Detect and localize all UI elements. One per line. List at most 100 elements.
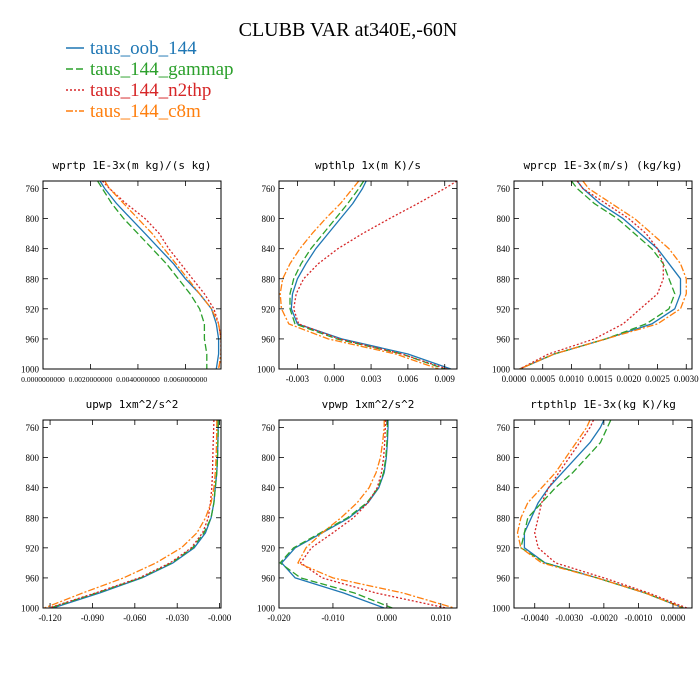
x-tick-label: -0.0030 [555,613,583,623]
series-line-taus_144_n2thp [299,420,447,608]
x-tick-label: 0.009 [435,374,456,384]
y-tick-label: 920 [26,543,40,553]
legend-label: taus_144_n2thp [90,80,211,101]
x-tick-label: -0.010 [321,613,345,623]
y-tick-label: 960 [262,573,276,583]
x-tick-label: 0.000 [377,613,398,623]
plot-frame [513,180,693,370]
y-tick-label: 880 [262,513,276,523]
y-tick-label: 760 [26,423,40,433]
series-line-taus_144_gammap [49,420,219,608]
chart-panel: wprcp 1E-3x(m/s) (kg/kg) 760 800 840 880 920 9… [492,159,699,384]
y-tick-label: 960 [497,573,511,583]
y-tick-label: 840 [262,244,276,254]
series-line-taus_144_c8m [297,420,455,608]
series-group [516,420,688,608]
legend-entry: taus_oob_144 [66,38,197,59]
series-group [44,420,219,608]
panel-title: wpthlp 1x(m K)/s [315,159,421,172]
legend: taus_oob_144taus_144_gammaptaus_144_n2th… [66,38,234,122]
chart-panel: upwp 1xm^2/s^2 760 800 840 880 920 960 1000-0.1… [21,398,232,623]
y-tick-label: 880 [262,274,276,284]
chart-panel: wpthlp 1x(m K)/s 760 800 840 880 920 960 1000 -0… [257,159,458,384]
legend-label: taus_144_c8m [90,101,201,122]
panel-title: wprtp 1E-3x(m kg)/(s kg) [53,159,212,172]
x-tick-label: 0.003 [361,374,382,384]
chart-panel: rtpthlp 1E-3x(kg K)/kg 760 800 840 880 920 960… [492,398,693,623]
x-tick-label: 0.0030 [674,374,699,384]
x-tick-label: 0.0020 [616,374,641,384]
x-tick-label: -0.0020 [590,613,618,623]
series-group [519,181,687,369]
series-line-taus_oob_144 [281,420,389,608]
x-tick-label: 0.006 [398,374,419,384]
y-tick-label: 920 [262,304,276,314]
series-line-taus_oob_144 [99,181,220,369]
series-group [279,181,457,369]
y-tick-label: 800 [26,214,40,224]
chart-panel: vpwp 1xm^2/s^27608008408809209601000-0.0… [257,398,458,623]
y-tick-label: 920 [497,304,511,314]
y-tick-label: 1000 [492,604,511,614]
y-tick-label: 960 [26,334,40,344]
y-tick-label: 800 [497,453,511,463]
plot-frame [42,180,222,370]
legend-label: taus_oob_144 [90,38,197,59]
series-line-taus_144_gammap [279,420,393,608]
series-line-taus_144_gammap [289,181,445,369]
y-tick-label: 800 [26,453,40,463]
legend-entry: taus_144_c8m [66,101,201,122]
y-tick-label: 880 [26,274,40,284]
y-tick-label: 960 [262,334,276,344]
x-tick-label: -0.030 [166,613,190,623]
panel-title: upwp 1xm^2/s^2 [86,398,179,411]
x-tick-label: 0.0060000000 [164,375,208,384]
series-line-taus_144_c8m [519,181,687,369]
series-line-taus_144_n2thp [48,420,215,608]
x-tick-label: -0.090 [81,613,105,623]
y-tick-label: 880 [26,513,40,523]
panel-title: rtpthlp 1E-3x(kg K)/kg [530,398,676,411]
y-tick-label: 1000 [21,365,40,375]
series-group [97,181,221,369]
legend-label: taus_144_gammap [90,59,234,80]
y-tick-label: 920 [497,543,511,553]
plot-frame [513,419,693,609]
series-line-taus_144_c8m [279,181,439,369]
x-tick-label: -0.0010 [625,613,653,623]
chart-panel: wprtp 1E-3x(m kg)/(s kg) 760 800 840 880 920 9… [21,159,222,384]
plot-frame [278,180,458,370]
series-line-taus_144_n2thp [519,181,664,369]
series-line-taus_144_c8m [44,420,218,608]
y-tick-label: 800 [262,214,276,224]
x-tick-label: 0.0015 [588,374,613,384]
y-tick-label: 1000 [257,365,276,375]
y-tick-label: 800 [497,214,511,224]
legend-entry: taus_144_gammap [66,59,234,80]
legend-entry: taus_144_n2thp [66,80,211,101]
series-group [279,420,455,608]
x-tick-label: -0.020 [267,613,291,623]
x-tick-label: 0.000 [324,374,345,384]
y-tick-label: 920 [26,304,40,314]
y-tick-label: 840 [497,483,511,493]
x-tick-label: 0.0000 [502,374,527,384]
y-tick-label: 880 [497,274,511,284]
y-tick-label: 840 [497,244,511,254]
x-tick-label: -0.120 [38,613,62,623]
x-tick-label: -0.003 [286,374,310,384]
y-tick-label: 960 [26,573,40,583]
series-line-taus_oob_144 [290,181,452,369]
y-tick-label: 1000 [21,604,40,614]
x-tick-label: 0.0000 [661,613,686,623]
y-tick-label: 1000 [257,604,276,614]
x-tick-label: -0.060 [123,613,147,623]
x-tick-label: 0.0025 [645,374,670,384]
chart-panels: wprtp 1E-3x(m kg)/(s kg) 760 800 840 880 920 9… [21,159,699,623]
panel-title: wprcp 1E-3x(m/s) (kg/kg) [524,159,683,172]
y-tick-label: 760 [497,423,511,433]
panel-title: vpwp 1xm^2/s^2 [322,398,415,411]
y-tick-label: 840 [262,483,276,493]
x-tick-label: 0.0005 [530,374,555,384]
